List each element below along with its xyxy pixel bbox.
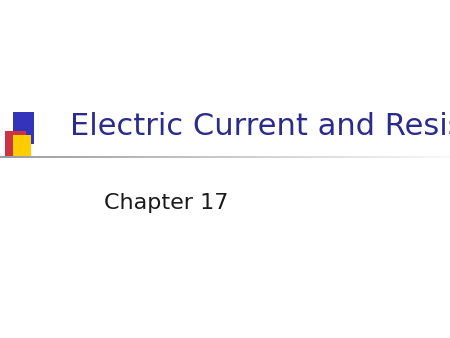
Bar bbox=[13, 112, 34, 144]
Text: Electric Current and Resistance: Electric Current and Resistance bbox=[70, 112, 450, 141]
Bar bbox=[13, 135, 31, 156]
Bar bbox=[4, 131, 26, 156]
Text: Chapter 17: Chapter 17 bbox=[104, 193, 229, 213]
